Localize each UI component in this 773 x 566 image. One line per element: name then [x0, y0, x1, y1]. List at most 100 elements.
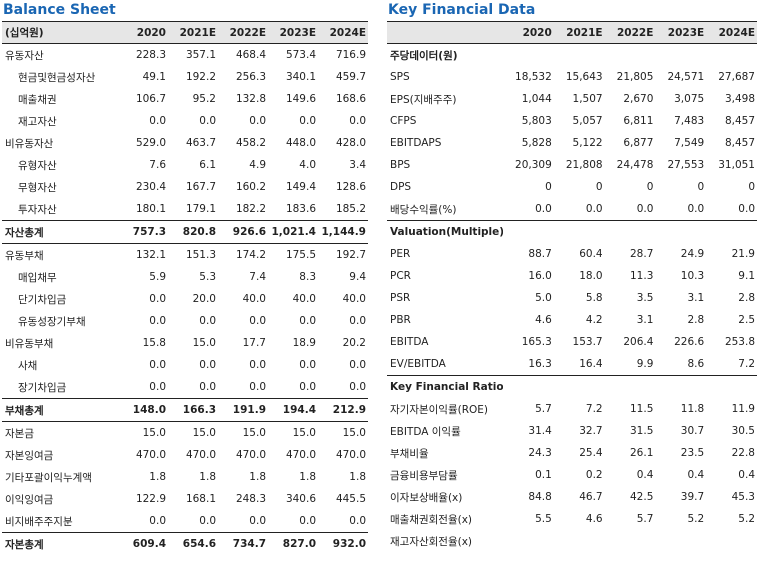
value-cell: 24,571: [667, 71, 705, 83]
value-cell: 11.9: [731, 403, 755, 415]
row-label: PBR: [390, 314, 411, 326]
value-cell: 5.7: [636, 513, 654, 525]
row-label: 자본잉여금: [5, 449, 54, 462]
table-row: DPS 0 0 0 0 0: [387, 176, 757, 198]
value-cell: 7.6: [149, 159, 166, 171]
row-label: 재고자산: [18, 115, 57, 128]
value-cell: 0.0: [249, 115, 266, 127]
value-cell: 26.1: [630, 447, 654, 459]
value-cell: 0.0: [299, 359, 316, 371]
value-cell: 463.7: [185, 137, 216, 149]
value-cell: 757.3: [118, 220, 168, 244]
row-label: Key Financial Ratio(%): [387, 375, 503, 398]
value-cell: 95.2: [192, 93, 216, 105]
table-row: 매입채무 5.9 5.3 7.4 8.3 9.4: [2, 266, 368, 288]
value-cell: 6,877: [623, 137, 654, 149]
balance-sheet-title: Balance Sheet: [3, 2, 116, 18]
value-cell: [554, 44, 605, 67]
value-cell: 5,828: [521, 137, 552, 149]
row-label: EBITDAPS: [390, 137, 442, 149]
value-cell: 2.8: [738, 292, 755, 304]
table-row: SPS 18,532 15,643 21,805 24,571 27,687: [387, 66, 757, 88]
row-label: 단기차입금: [18, 293, 67, 306]
value-cell: 84.8: [528, 491, 552, 503]
unit-label: (십억원): [2, 21, 118, 44]
value-cell: 468.4: [235, 49, 266, 61]
value-cell: 8,457: [724, 137, 755, 149]
row-label: EV/EBITDA: [390, 358, 446, 370]
value-cell: 0.1: [535, 469, 552, 481]
balance-sheet-header-row: (십억원) 2020 2021E 2022E 2023E 2024E: [2, 21, 368, 44]
value-cell: 7,549: [674, 137, 705, 149]
value-cell: 3,075: [674, 93, 705, 105]
value-cell: 4.6: [585, 513, 603, 525]
table-row: 이익잉여금 122.9 168.1 248.3 340.6 445.5: [2, 488, 368, 510]
value-cell: 445.5: [335, 493, 366, 505]
table-row: 장기차입금 0.0 0.0 0.0 0.0 0.0: [2, 376, 368, 399]
value-cell: 60.4: [579, 248, 603, 260]
value-cell: 49.1: [142, 71, 166, 83]
value-cell: 160.2: [235, 181, 266, 193]
value-cell: 1.8: [149, 471, 166, 483]
table-row: EV/EBITDA 16.3 16.4 9.9 8.6 7.2: [387, 353, 757, 376]
value-cell: 0.0: [199, 359, 216, 371]
value-cell: [706, 44, 757, 67]
value-cell: 183.6: [285, 203, 316, 215]
value-cell: 88.7: [528, 248, 552, 260]
value-cell: 926.6: [218, 220, 268, 244]
value-cell: [706, 375, 757, 398]
value-cell: 230.4: [135, 181, 166, 193]
value-cell: 458.2: [235, 137, 266, 149]
value-cell: 15.0: [318, 421, 368, 444]
value-cell: 0.0: [349, 381, 366, 393]
value-cell: 0.4: [636, 469, 654, 481]
table-row: 비지배주주지분 0.0 0.0 0.0 0.0 0.0: [2, 510, 368, 533]
value-cell: 1.8: [349, 471, 366, 483]
value-cell: 1,021.4: [268, 220, 318, 244]
value-cell: 1,144.9: [318, 220, 368, 244]
value-cell: 21,808: [565, 159, 603, 171]
value-cell: 4.9: [249, 159, 266, 171]
row-label: 매입채무: [18, 271, 57, 284]
value-cell: 30.7: [680, 425, 705, 437]
value-cell: 256.3: [235, 71, 266, 83]
value-cell: 128.6: [335, 181, 366, 193]
value-cell: 16.4: [579, 358, 603, 370]
row-label: 현금및현금성자산: [18, 71, 96, 84]
value-cell: 0.0: [149, 293, 166, 305]
value-cell: 0.0: [299, 381, 316, 393]
value-cell: [655, 375, 707, 398]
value-cell: 4.2: [585, 314, 603, 326]
value-cell: 1,044: [521, 93, 552, 105]
value-cell: 24.3: [528, 447, 552, 459]
value-cell: 0: [697, 181, 705, 193]
value-cell: 168.6: [335, 93, 366, 105]
value-cell: 470.0: [235, 449, 266, 461]
value-cell: 5.2: [687, 513, 705, 525]
value-cell: 20.0: [192, 293, 216, 305]
value-cell: 0.0: [687, 203, 705, 215]
value-cell: 0.4: [687, 469, 705, 481]
value-cell: 0.0: [149, 315, 166, 327]
value-cell: 5.5: [535, 513, 552, 525]
value-cell: 573.4: [285, 49, 316, 61]
value-cell: 15.0: [168, 421, 218, 444]
value-cell: 228.3: [135, 49, 166, 61]
table-row: 자산총계 757.3 820.8 926.6 1,021.4 1,144.9: [2, 220, 368, 244]
table-row: 재고자산 0.0 0.0 0.0 0.0 0.0: [2, 110, 368, 132]
value-cell: 3.5: [636, 292, 654, 304]
value-cell: 0.0: [738, 203, 755, 215]
value-cell: 470.0: [285, 449, 316, 461]
row-label: 이익잉여금: [5, 493, 54, 506]
value-cell: 2.5: [738, 314, 755, 326]
value-cell: 1.8: [199, 471, 216, 483]
value-cell: 0.0: [636, 203, 654, 215]
value-cell: 39.7: [680, 491, 705, 503]
value-cell: 194.4: [268, 398, 318, 422]
key-financial-panel: Key Financial Data 2020 2021E 2022E 2023…: [387, 0, 757, 552]
value-cell: 132.8: [235, 93, 266, 105]
row-label: 유동성장기부채: [18, 315, 86, 328]
value-cell: 7.2: [585, 403, 603, 415]
value-cell: 0.0: [585, 203, 603, 215]
value-cell: 248.3: [235, 493, 266, 505]
